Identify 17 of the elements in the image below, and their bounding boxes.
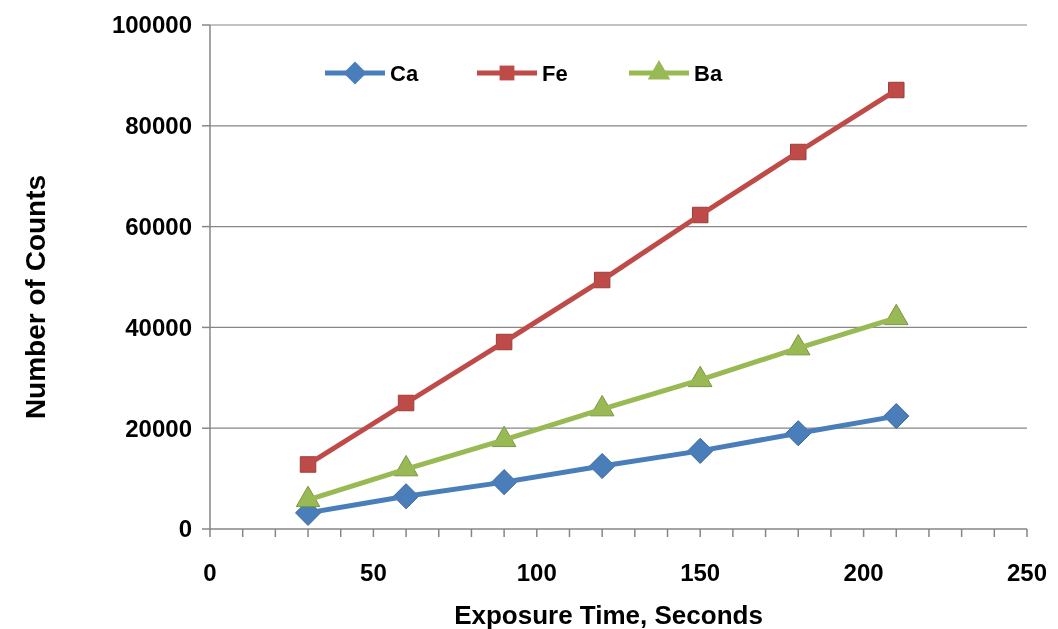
legend-label: Ba <box>694 60 723 86</box>
y-tick-label: 0 <box>178 515 192 543</box>
x-tick-label: 50 <box>360 559 387 586</box>
x-tick-label: 200 <box>843 559 884 586</box>
y-tick-label: 100000 <box>111 11 192 39</box>
y-axis-title: Number of Counts <box>20 174 51 420</box>
x-tick-label: 0 <box>203 559 217 586</box>
legend-label: Ca <box>390 60 419 86</box>
x-tick-label: 150 <box>680 559 721 586</box>
x-tick-label: 250 <box>1006 559 1048 586</box>
x-axis-title: Exposure Time, Seconds <box>454 600 763 629</box>
x-tick-label: 100 <box>516 559 557 586</box>
y-tick-label: 60000 <box>125 213 192 240</box>
y-tick-label: 20000 <box>125 414 192 442</box>
y-tick-label: 40000 <box>125 313 192 341</box>
y-tick-label: 80000 <box>125 112 192 140</box>
legend-label: Fe <box>542 60 568 86</box>
